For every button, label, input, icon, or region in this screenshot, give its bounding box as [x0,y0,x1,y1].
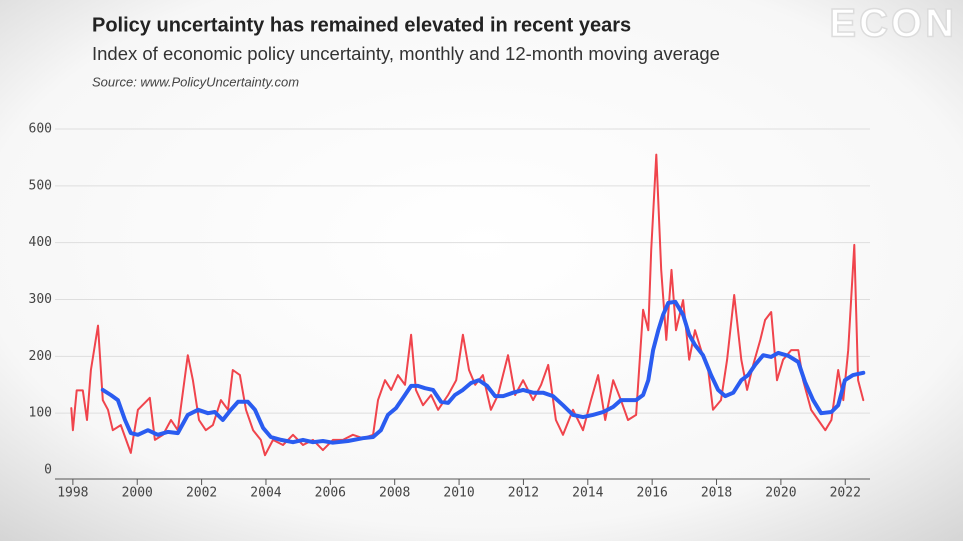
y-tick-label: 200 [29,349,52,364]
chart-subtitle: Index of economic policy uncertainty, mo… [92,43,720,64]
watermark: ECON [829,2,957,46]
x-tick-label: 2002 [186,486,217,501]
x-tick-label: 2014 [572,486,603,501]
x-tick-label: 2018 [701,486,732,501]
x-tick-label: 2006 [315,486,346,501]
y-tick-label: 300 [29,292,52,307]
chart-title: Policy uncertainty has remained elevated… [92,14,631,36]
y-tick-label: 600 [29,122,52,137]
y-tick-label: 500 [29,178,52,193]
series-line [100,299,866,445]
x-tick-label: 2000 [122,486,153,501]
y-tick-label: 400 [29,235,52,250]
x-tick-label: 2008 [379,486,410,501]
x-tick-label: 2012 [508,486,539,501]
series-line [70,153,865,457]
x-tick-label: 2010 [443,486,474,501]
y-tick-label: 0 [44,463,52,478]
x-tick-label: 2022 [830,486,861,501]
x-tick-label: 2020 [765,486,796,501]
x-tick-label: 1998 [57,486,88,501]
x-tick-label: 2016 [637,486,668,501]
source: Source: www.PolicyUncertainty.com [92,74,299,89]
y-tick-label: 100 [29,406,52,421]
x-tick-label: 2004 [250,486,281,501]
